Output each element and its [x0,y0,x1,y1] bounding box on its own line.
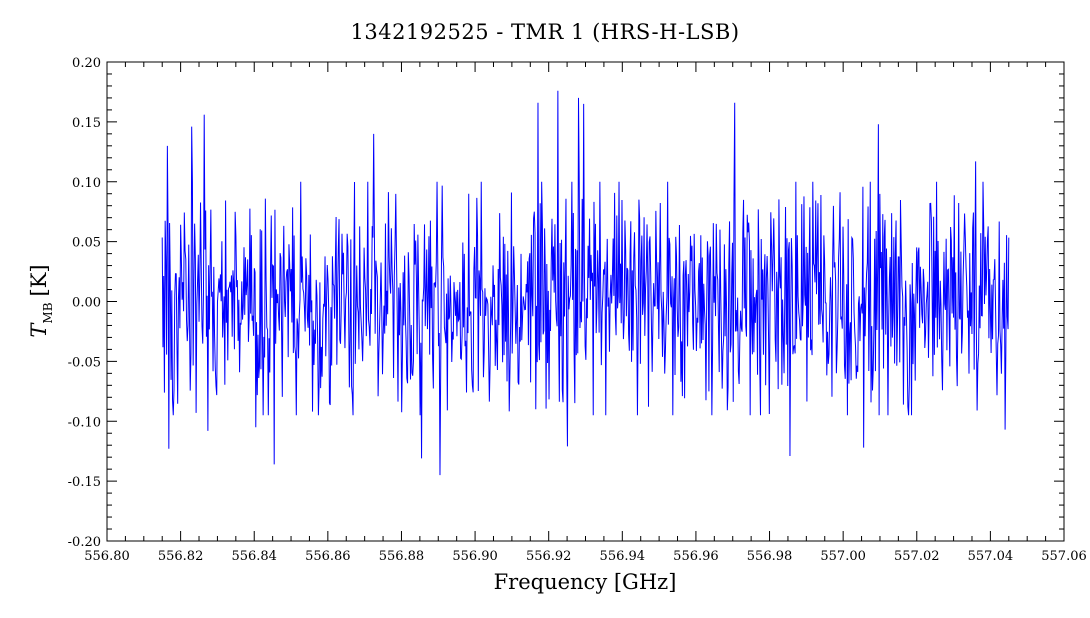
x-tick-label: 556.94 [600,549,646,564]
x-tick-label: 557.04 [968,549,1014,564]
y-axis-unit: [K] [27,264,51,296]
y-tick-label: 0.20 [72,56,101,71]
x-tick-label: 556.98 [747,549,793,564]
y-axis-symbol: T [27,322,51,338]
x-tick-label: 557.00 [820,549,866,564]
axes: 556.80 556.82 556.84 556.86 556.88 556.90 556.… [68,56,1087,564]
x-tick-label: 556.96 [673,549,719,564]
x-tick-label: 556.86 [305,549,351,564]
plot-area [161,90,1010,476]
y-tick-label: -0.10 [68,415,101,430]
x-axis-title: Frequency [GHz] [494,570,677,594]
chart-title: 1342192525 - TMR 1 (HRS-H-LSB) [350,20,739,44]
y-tick-label: 0.05 [72,236,101,251]
y-axis-subscript: MB [41,302,55,323]
x-tick-label: 557.06 [1041,549,1087,564]
y-axis-title: TMB [K] [27,264,55,337]
y-tick-label: 0.10 [72,176,101,191]
x-tick-label: 556.88 [379,549,425,564]
y-tick-label: -0.15 [68,475,101,490]
y-tick-label: -0.05 [68,355,101,370]
x-tick-label: 556.90 [452,549,498,564]
x-tick-label: 556.82 [158,549,204,564]
y-tick-label: -0.20 [68,535,101,550]
x-tick-label: 556.84 [231,549,277,564]
y-tick-label: 0.00 [72,296,101,311]
x-tick-label: 557.02 [894,549,940,564]
y-tick-label: 0.15 [72,116,101,131]
x-tick-label: 556.92 [526,549,572,564]
spectrum-line [161,90,1010,476]
x-tick-label: 556.80 [84,549,130,564]
